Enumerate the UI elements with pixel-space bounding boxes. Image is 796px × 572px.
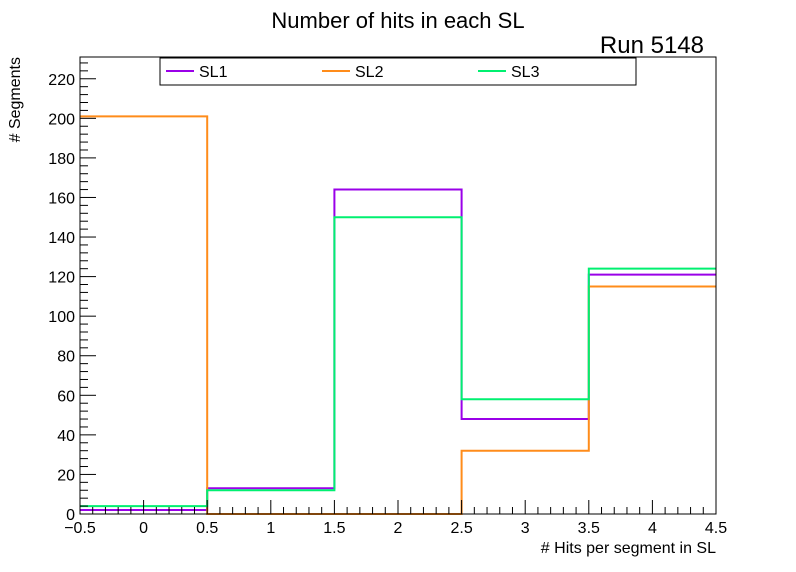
legend-box (159, 57, 637, 86)
series-layer (80, 115, 716, 515)
y-tick-label: 100 (48, 309, 75, 326)
y-tick-label: 120 (48, 270, 75, 287)
y-tick-label: 40 (57, 428, 75, 445)
x-axis-label: # Hits per segment in SL (541, 540, 716, 557)
legend: SL1 SL2 SL3 (159, 57, 637, 86)
x-tick-label: 1 (266, 520, 275, 537)
y-axis-label: # Segments (7, 57, 24, 142)
x-tick-label: 0.5 (196, 520, 218, 537)
y-tick-label: 160 (48, 190, 75, 207)
x-tick-label: 2 (394, 520, 403, 537)
legend-label-sl1: SL1 (199, 64, 228, 81)
y-tick-label: 20 (57, 467, 75, 484)
y-tick-label: 200 (48, 111, 75, 128)
y-tick-label: 140 (48, 230, 75, 247)
chart-title: Number of hits in each SL (271, 8, 524, 33)
axis-layer: −0.5 0 0.5 1 1.5 2 2.5 3 3.5 4 4.50204060801001201… (48, 62, 727, 537)
x-tick-label: 0 (139, 520, 148, 537)
run-label: Run 5148 (600, 32, 704, 59)
x-tick-label: −0.5 (64, 520, 96, 537)
series-sl2-line (80, 115, 716, 515)
legend-label-sl3: SL3 (511, 64, 540, 81)
series-sl3-line (80, 216, 716, 508)
y-tick-label: 60 (57, 388, 75, 405)
series-sl1-line (80, 188, 716, 512)
x-tick-label: 1.5 (323, 520, 345, 537)
x-tick-label: 3.5 (578, 520, 600, 537)
x-tick-label: 3 (521, 520, 530, 537)
y-tick-label: 220 (48, 72, 75, 89)
y-tick-label: 0 (66, 507, 75, 524)
x-tick-label: 4.5 (705, 520, 727, 537)
y-tick-label: 180 (48, 151, 75, 168)
legend-label-sl2: SL2 (355, 64, 384, 81)
x-tick-label: 2.5 (450, 520, 472, 537)
y-tick-label: 80 (57, 349, 75, 366)
x-tick-label: 4 (648, 520, 657, 537)
